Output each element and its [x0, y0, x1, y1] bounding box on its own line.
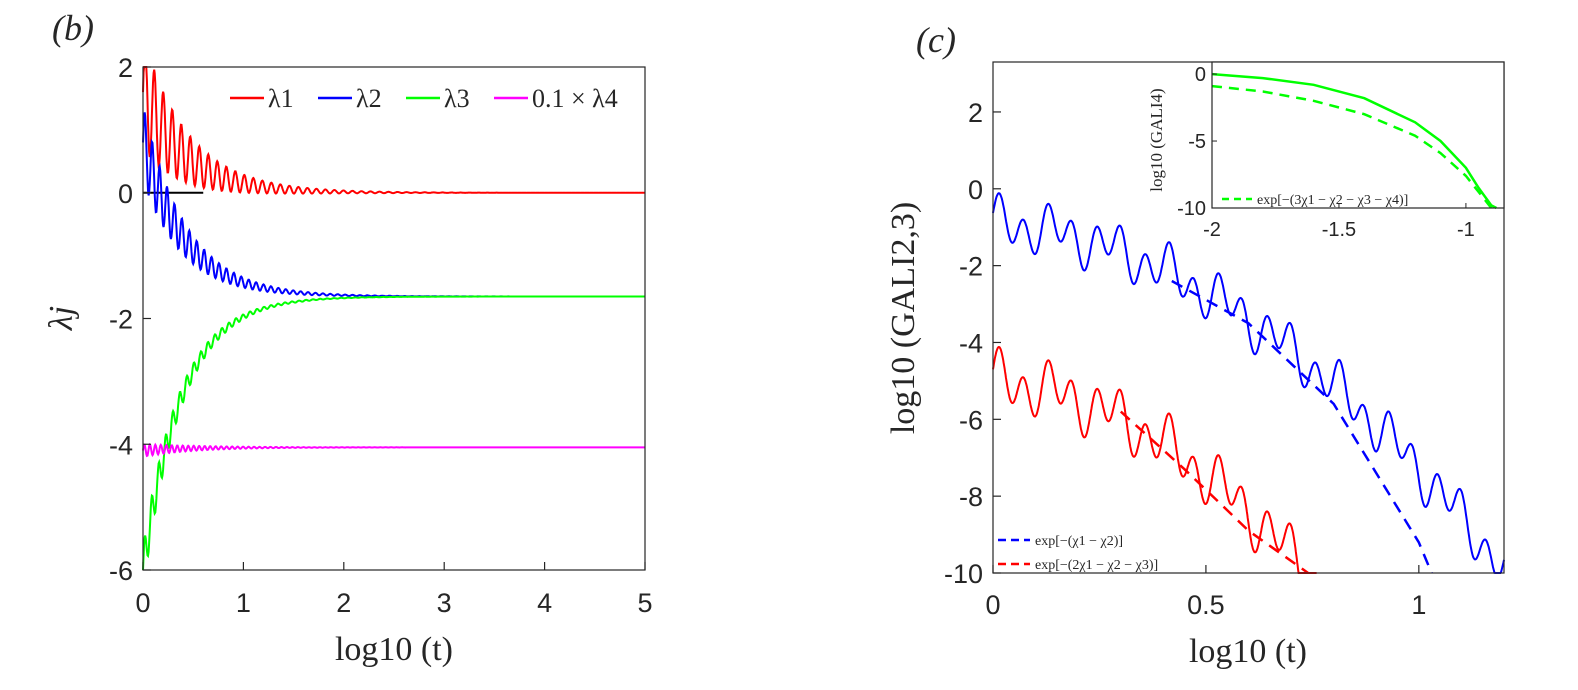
inset-plot-area — [1211, 72, 1497, 210]
panel-c-series-gali2 — [992, 192, 1505, 574]
panel-c-inset: -2 -1.5 -1 0 -5 -10 log10 (GALI4) exp[−(3χ1 … — [1147, 61, 1505, 241]
panel-b-series-4 — [142, 442, 645, 458]
inset-x-tick-label: -1.5 — [1322, 219, 1356, 241]
panel-c-legend-label: exp[−(χ1 − χ2)] — [1035, 534, 1123, 549]
panel-b-x-tick-label: 0 — [135, 588, 150, 618]
panel-b-x-axis-label: log10 (t) — [335, 631, 453, 668]
panel-c-y-tick-label: -8 — [959, 482, 983, 512]
panel-b-x-tick-label: 4 — [537, 588, 552, 618]
inset-background — [1212, 62, 1504, 208]
panel-b-legend-label: λ1 — [268, 84, 294, 113]
panel-b-y-tick-label: 2 — [118, 53, 133, 83]
panel-c-legend-label: exp[−(2χ1 − χ2 − χ3)] — [1035, 558, 1158, 573]
panel-b-y-tick-label: 0 — [118, 179, 133, 209]
panel-c-y-ticks: 2 0 -2 -4 -6 -8 -10 — [944, 98, 1001, 589]
panel-c-fit-line-1 — [1171, 279, 1433, 574]
panel-c-label: (c) — [916, 20, 956, 60]
panel-c-fit-line-2 — [1119, 410, 1309, 575]
panel-b-y-ticks: 2 0 -2 -4 -6 — [109, 53, 151, 586]
inset-x-ticks: -2 -1.5 -1 — [1203, 203, 1475, 241]
inset-axes-box — [1211, 61, 1505, 209]
panel-c-x-tick-label: 1 — [1411, 590, 1426, 620]
panel-c-x-tick-label: 0.5 — [1187, 590, 1225, 620]
panel-c-y-tick-label: -10 — [944, 559, 983, 589]
panel-c: (c) 0 0.5 1 20-2-4-6-8-10 log10 (t) log10 … — [885, 20, 1505, 670]
inset-x-tick-label: -2 — [1203, 219, 1221, 241]
panel-c-plot-area — [992, 192, 1505, 575]
panel-c-y-axis-label: log10 (GALI2,3) — [885, 202, 922, 434]
panel-c-x-axis-label: log10 (t) — [1189, 633, 1307, 670]
panel-b-y-tick-label: -2 — [109, 305, 133, 335]
inset-legend-label: exp[−(3χ1 − χ2 − χ3 − χ4)] — [1257, 193, 1408, 208]
inset-y-tick-label: -10 — [1177, 198, 1206, 220]
panel-b-x-ticks: 0 1 2 3 4 5 — [135, 562, 653, 618]
panel-b-x-tick-label: 2 — [336, 588, 351, 618]
panel-b-axes-box — [142, 66, 646, 571]
panel-c-x-ticks: 0 0.5 1 — [985, 565, 1426, 620]
panel-b-label: (b) — [52, 8, 94, 48]
panel-b-x-tick-label: 1 — [236, 588, 251, 618]
inset-series-1 — [1211, 72, 1497, 210]
panel-c-y-tick-label: -4 — [959, 328, 983, 358]
inset-y-axis-label: log10 (GALI4) — [1147, 88, 1166, 191]
panel-b-legend: λ1 λ2 λ3 0.1 × λ4 — [230, 84, 618, 113]
panel-b-y-axis-label: λj — [43, 306, 80, 331]
inset-y-tick-label: -5 — [1188, 131, 1206, 153]
panel-c-legend: exp[−(χ1 − χ2)] exp[−(2χ1 − χ2 − χ3)] — [998, 534, 1158, 573]
panel-b-x-tick-label: 5 — [637, 588, 652, 618]
panel-c-x-tick-label: 0 — [985, 590, 1000, 620]
panel-b-y-tick-label: -6 — [109, 556, 133, 586]
panel-b-legend-label: λ2 — [356, 84, 382, 113]
panel-c-y-tick-label: -2 — [959, 252, 983, 282]
panel-c-series-gali3 — [992, 345, 1317, 574]
panel-b-x-tick-label: 3 — [437, 588, 452, 618]
panel-c-y-tick-label: 2 — [968, 98, 983, 128]
panel-c-y-tick-label: 0 — [968, 175, 983, 205]
panel-c-y-tick-label: -6 — [959, 405, 983, 435]
inset-series-2 — [1211, 84, 1493, 209]
inset-y-tick-label: 0 — [1195, 64, 1206, 86]
panel-b-series-1 — [142, 66, 645, 195]
panel-b-series-2 — [142, 112, 645, 298]
panel-b-series-3 — [142, 295, 645, 571]
panel-b-y-tick-label: -4 — [109, 430, 133, 460]
panel-b-legend-label: 0.1 × λ4 — [532, 84, 618, 113]
panel-b-plot-area — [142, 66, 645, 571]
inset-legend: exp[−(3χ1 − χ2 − χ3 − χ4)] — [1222, 193, 1408, 208]
panel-b-legend-label: λ3 — [444, 84, 470, 113]
panel-b: (b) 0 1 2 3 4 5 2 0 -2 -4 -6 log10 (t) λj λ1 λ2 λ3 0… — [43, 8, 653, 668]
inset-x-tick-label: -1 — [1457, 219, 1475, 241]
inset-y-ticks: 0 -5 -10 — [1177, 64, 1217, 220]
